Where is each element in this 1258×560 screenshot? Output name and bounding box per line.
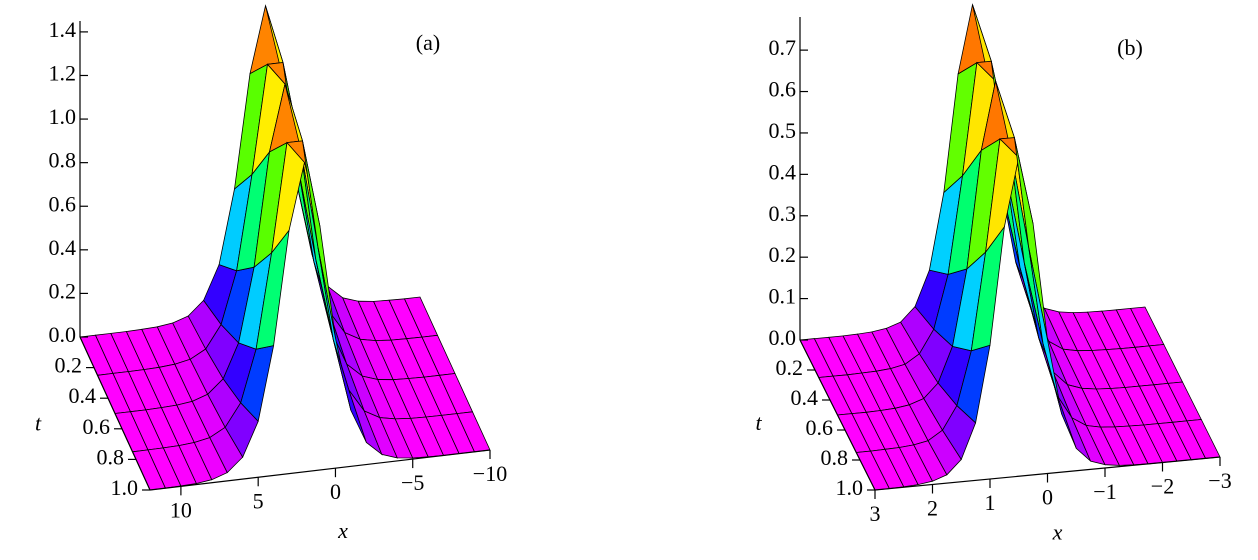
panel-label: (b): [1117, 35, 1143, 60]
z-tick-label: 0.5: [769, 118, 797, 143]
t-tick-label: 0.8: [97, 444, 125, 469]
x-axis-label: x: [337, 518, 348, 543]
x-tick-label: 0: [1042, 485, 1053, 510]
z-tick-label: 0.1: [769, 284, 797, 309]
y-axis-label: t: [755, 410, 762, 435]
t-tick-label: 1.0: [836, 475, 864, 500]
x-axis-label: x: [1052, 520, 1063, 545]
z-tick-label: 0.2: [49, 278, 77, 303]
x-tick-label: −2: [1151, 474, 1174, 499]
t-tick-label: 1.0: [111, 475, 139, 500]
t-tick-label: 0.6: [806, 415, 834, 440]
z-tick-label: 0.2: [769, 242, 797, 267]
x-tick-label: 5: [253, 488, 264, 513]
x-tick-label: −5: [401, 470, 424, 495]
z-tick-label: 1.0: [49, 104, 77, 129]
t-tick-label: 0.4: [791, 385, 819, 410]
z-tick-label: 0.6: [769, 77, 797, 102]
t-tick-label: 0.6: [83, 414, 111, 439]
surface-patch: [302, 140, 336, 339]
z-tick-label: 0.0: [769, 325, 797, 350]
x-axis: [149, 449, 491, 491]
x-tick-label: −10: [473, 461, 507, 486]
z-tick-label: 0.8: [49, 148, 77, 173]
x-tick-label: −3: [1208, 468, 1231, 493]
z-tick-label: 0.4: [49, 235, 77, 260]
t-tick-label: 0.2: [55, 353, 83, 378]
t-tick-label: 0.8: [821, 445, 849, 470]
z-tick-label: 0.7: [769, 35, 797, 60]
z-tick-label: 0.0: [49, 322, 77, 347]
z-tick-label: 1.4: [49, 17, 77, 42]
z-tick-label: 0.6: [49, 191, 77, 216]
x-tick-label: 0: [330, 479, 341, 504]
x-tick-label: 2: [927, 496, 938, 521]
panel-label: (a): [416, 30, 440, 55]
t-axis: [79, 336, 151, 491]
t-tick-label: 0.4: [69, 383, 97, 408]
z-tick-label: 1.2: [49, 61, 77, 86]
x-tick-label: 3: [870, 501, 881, 526]
z-tick-label: 0.4: [769, 159, 797, 184]
t-tick-label: 0.2: [776, 355, 804, 380]
x-tick-label: −1: [1093, 479, 1116, 504]
x-tick-label: 1: [985, 490, 996, 515]
x-tick-label: 10: [170, 497, 192, 522]
y-axis-label: t: [35, 411, 42, 436]
z-tick-label: 0.3: [769, 201, 797, 226]
t-axis: [799, 339, 876, 491]
